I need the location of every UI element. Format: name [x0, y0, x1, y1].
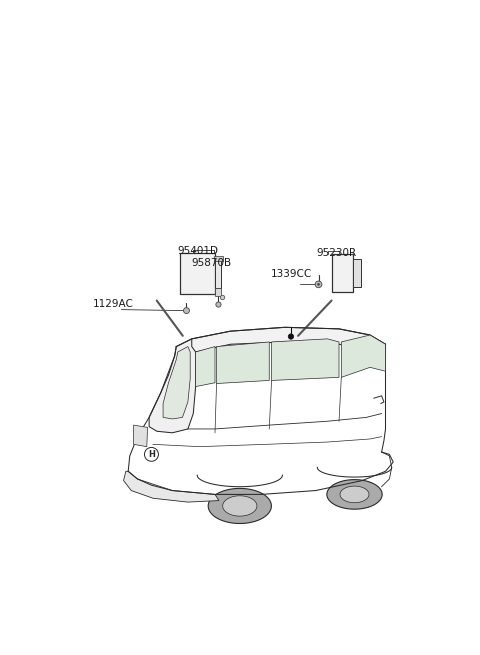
Polygon shape [192, 328, 385, 356]
Text: 1129AC: 1129AC [93, 299, 133, 309]
Polygon shape [341, 335, 385, 377]
Polygon shape [123, 472, 219, 502]
Text: H: H [148, 450, 155, 459]
Text: 95401D: 95401D [178, 246, 218, 256]
Circle shape [317, 283, 320, 286]
Polygon shape [133, 425, 147, 447]
Bar [332, 254, 353, 292]
Text: 95230R: 95230R [317, 248, 357, 257]
Polygon shape [196, 346, 215, 386]
Polygon shape [149, 339, 196, 433]
Polygon shape [163, 346, 190, 419]
Text: 95870B: 95870B [191, 257, 231, 268]
Polygon shape [272, 339, 339, 381]
Polygon shape [327, 479, 382, 509]
Circle shape [288, 334, 294, 339]
Circle shape [220, 295, 225, 300]
Circle shape [216, 302, 221, 307]
Circle shape [183, 308, 190, 314]
Bar [216, 259, 221, 288]
Bar [216, 288, 221, 297]
Text: 1339CC: 1339CC [271, 269, 312, 279]
Polygon shape [208, 489, 271, 523]
Polygon shape [340, 486, 369, 503]
Bar [215, 256, 223, 261]
Bar [180, 253, 215, 294]
Bar [353, 259, 361, 287]
Polygon shape [223, 496, 257, 516]
Circle shape [315, 281, 322, 288]
Polygon shape [216, 342, 269, 384]
